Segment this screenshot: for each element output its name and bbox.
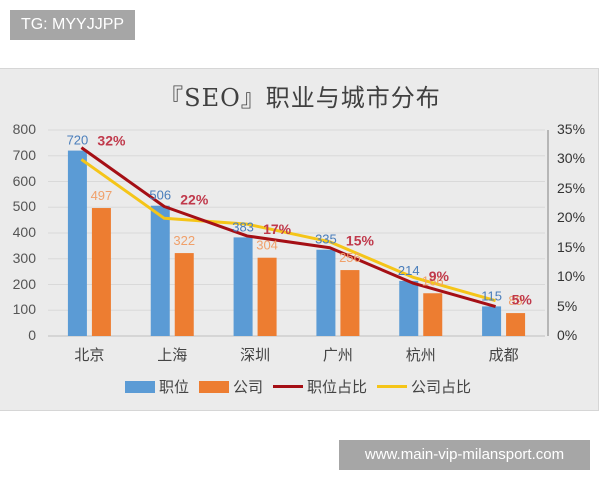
x-tick-label: 杭州: [405, 347, 436, 364]
legend-swatch-companies: [198, 380, 229, 393]
legend-item-jobs-share: 职位占比: [273, 376, 367, 397]
y-left-tick: 600: [12, 172, 36, 189]
legend-label: 职位: [158, 379, 189, 396]
y-right-tick: 25%: [557, 179, 586, 196]
y-right-tick: 15%: [557, 238, 586, 255]
y-left-tick: 100: [12, 301, 36, 318]
y-left-tick: 200: [12, 275, 36, 292]
y-left-tick: 0: [28, 327, 36, 343]
legend-item-companies-share: 公司占比: [377, 376, 471, 397]
x-tick-label: 深圳: [240, 347, 271, 364]
legend-label: 公司: [232, 379, 263, 396]
y-right-tick: 10%: [557, 268, 586, 285]
watermark-top: TG: MYYJJPP: [10, 10, 135, 40]
x-tick-label: 成都: [488, 347, 519, 364]
legend-item-companies: 公司: [198, 376, 263, 397]
x-tick-label: 上海: [157, 347, 188, 364]
y-left-tick: 800: [12, 121, 36, 137]
legend-swatch-companies-share: [377, 385, 408, 388]
legend-item-jobs: 职位: [124, 376, 189, 397]
y-right-tick: 35%: [557, 121, 586, 137]
y-left-tick: 400: [12, 224, 36, 240]
legend-label: 公司占比: [411, 379, 472, 396]
x-tick-label: 广州: [322, 347, 353, 364]
y-right-tick: 20%: [557, 209, 586, 226]
legend: 职位 公司 职位占比 公司占比: [0, 376, 600, 397]
chart-title: 『SEO』职业与城市分布: [159, 84, 441, 112]
y-left-tick: 500: [12, 198, 36, 215]
y-right-tick: 0%: [557, 327, 578, 343]
watermark-bottom: www.main-vip-milansport.com: [339, 440, 590, 470]
x-tick-label: 北京: [74, 347, 105, 364]
y-right-tick: 30%: [557, 150, 586, 167]
legend-swatch-jobs: [124, 380, 155, 393]
legend-swatch-jobs-share: [273, 385, 303, 388]
legend-label: 职位占比: [307, 379, 368, 396]
y-left-tick: 700: [12, 146, 36, 163]
y-right-tick: 5%: [557, 297, 578, 314]
y-left-tick: 300: [12, 249, 36, 266]
